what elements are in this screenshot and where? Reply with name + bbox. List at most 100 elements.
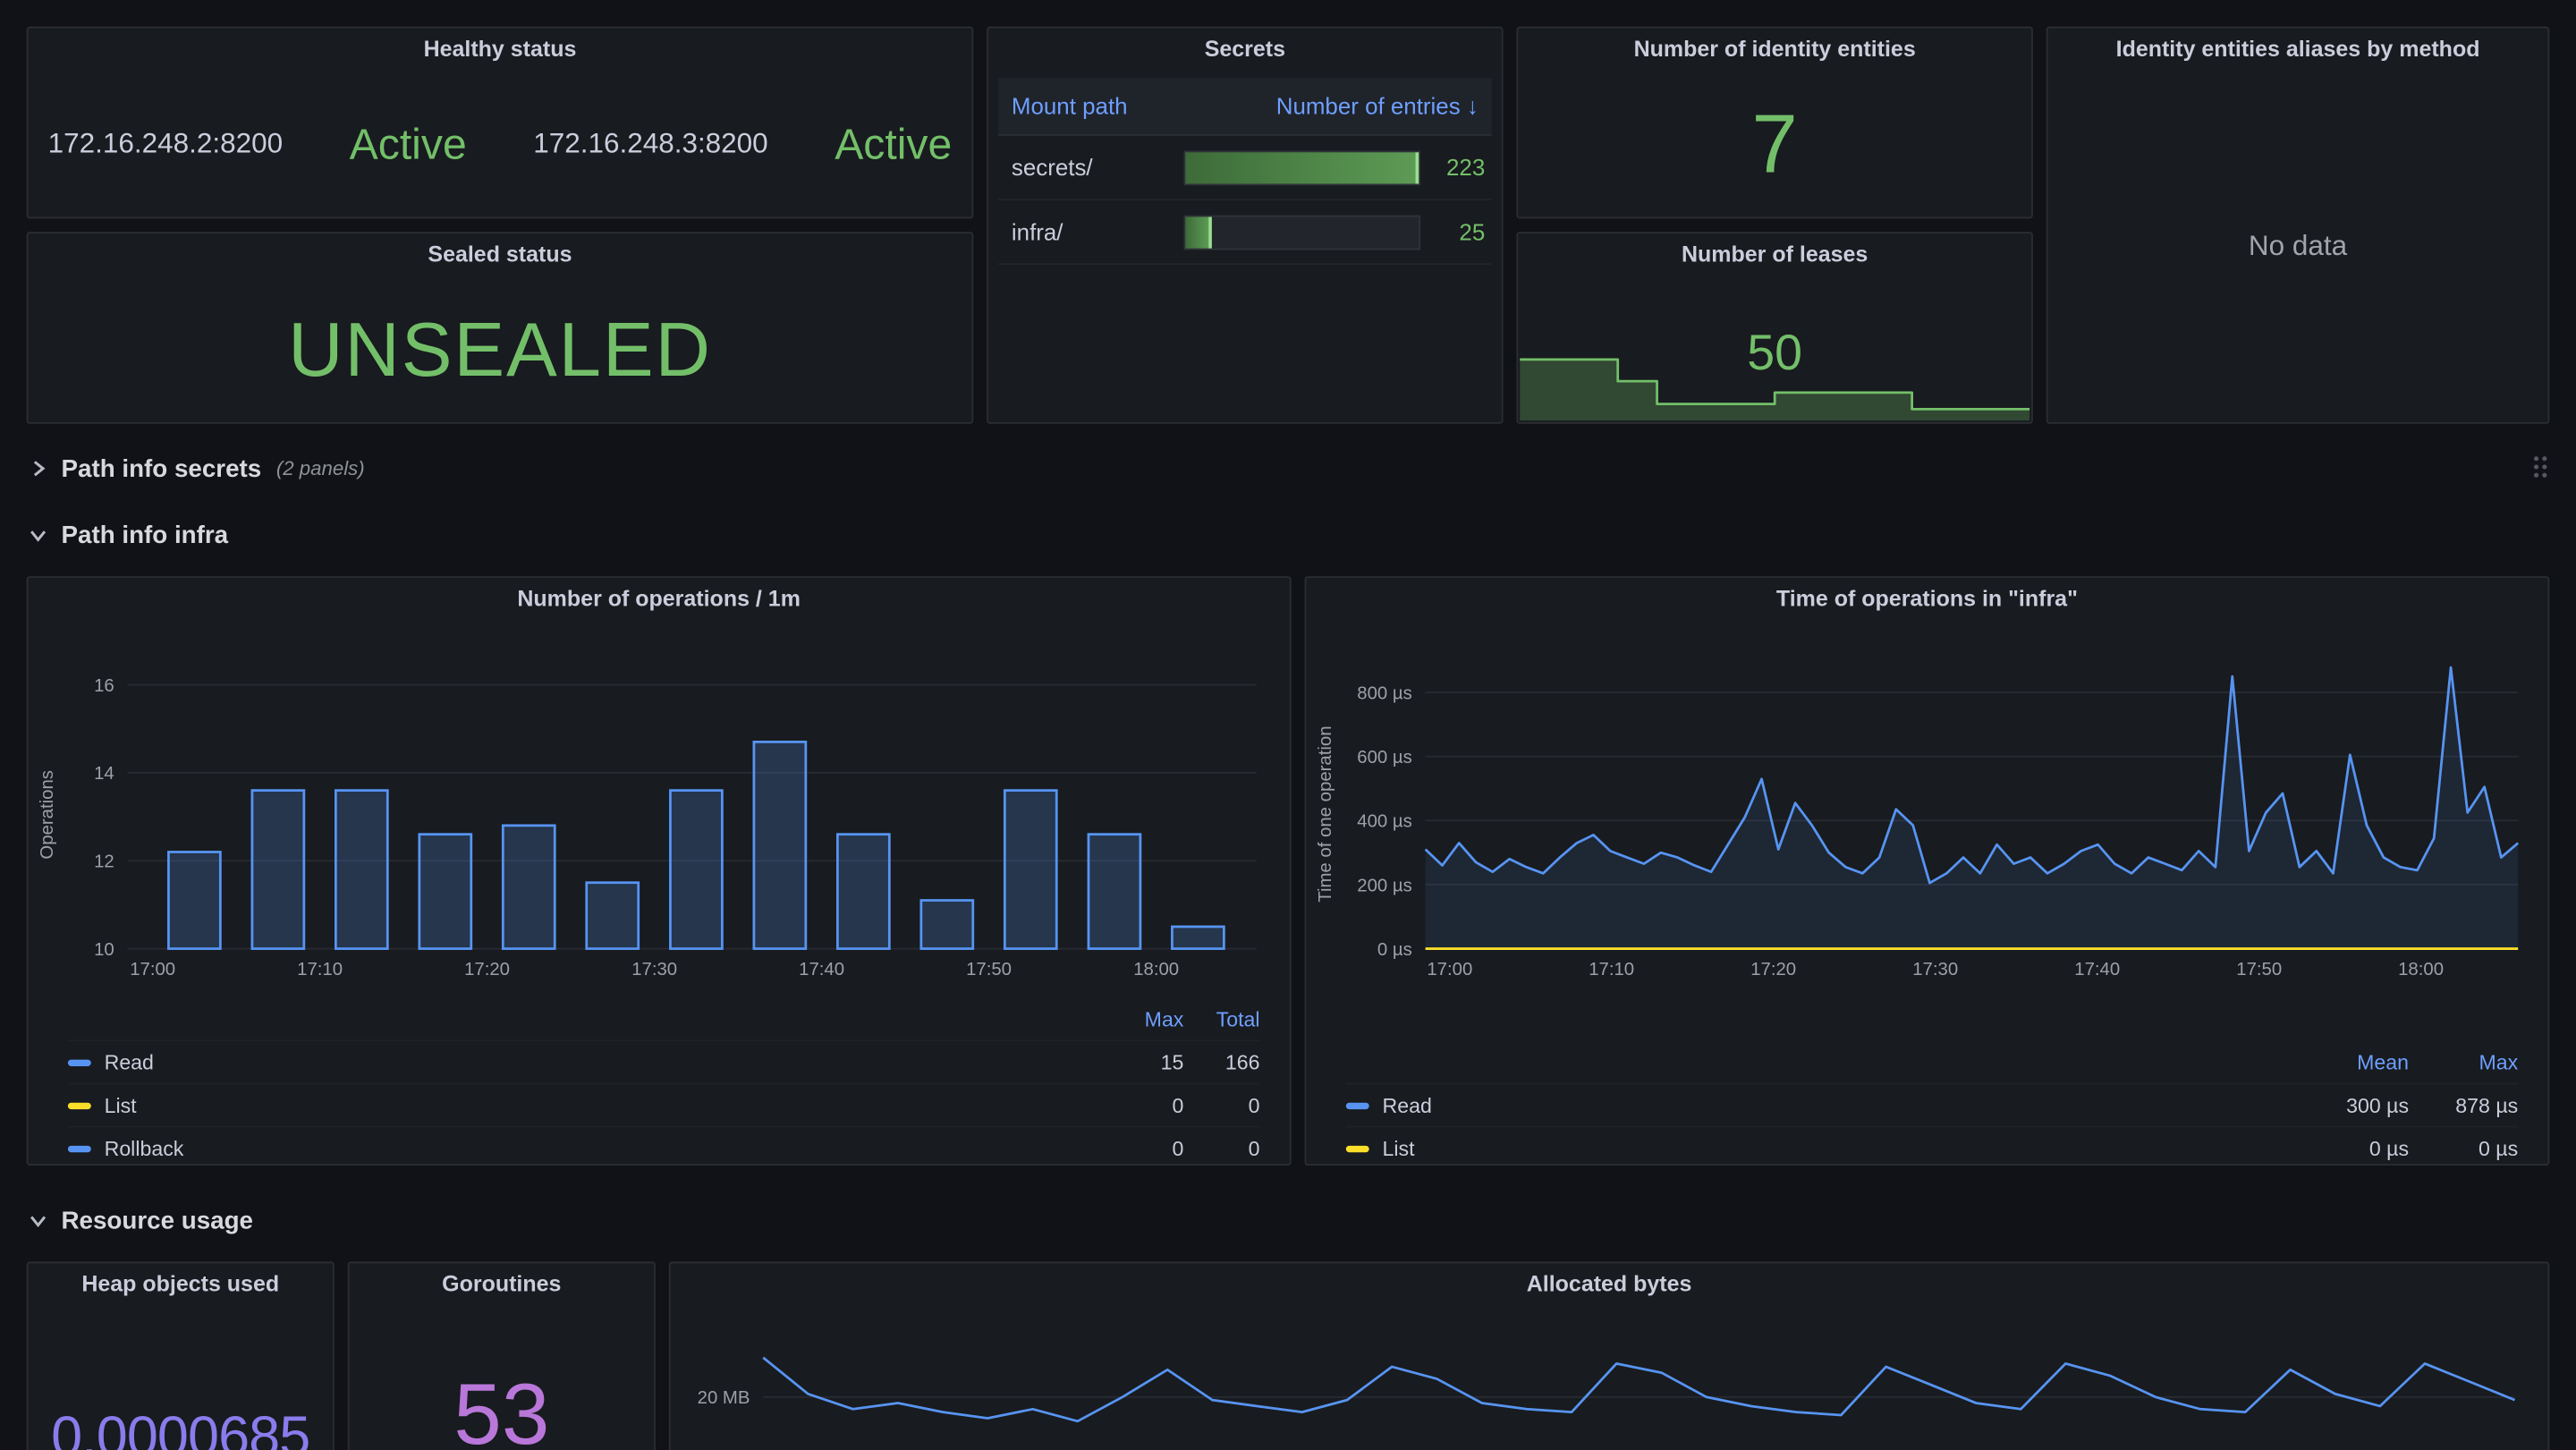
panel-secrets: Secrets Mount path Number of entries ↓ s… <box>987 26 1504 424</box>
svg-text:12: 12 <box>94 852 114 872</box>
legend-stat-header[interactable]: Mean <box>2357 1050 2410 1074</box>
panel-time-of-operations: Time of operations in "infra" Time of on… <box>1304 576 2550 1169</box>
no-data-message: No data <box>2248 230 2348 262</box>
svg-text:600 µs: 600 µs <box>1357 748 1412 767</box>
time-of-operations-line-chart[interactable]: 0 µs 200 µs 400 µs 600 µs 800 µs 17:00 17:10 17… <box>1333 638 2538 992</box>
row-title[interactable]: Path info infra <box>61 521 229 549</box>
panel-title-allocated-bytes[interactable]: Allocated bytes <box>1526 1271 1692 1297</box>
table-row-infra: infra/ 25 <box>998 200 1492 266</box>
chevron-right-icon <box>27 457 50 480</box>
row-title[interactable]: Path info secrets <box>61 454 262 483</box>
row-path-info-secrets[interactable]: Path info secrets (2 panels) <box>27 447 2550 490</box>
legend-series-name[interactable]: List <box>67 1094 1107 1116</box>
svg-text:17:50: 17:50 <box>966 960 1012 979</box>
node-address-1: 172.16.248.2:8200 <box>47 127 284 159</box>
legend-series-value: 0 µs <box>2368 1136 2410 1160</box>
panel-number-of-operations: Number of operations / 1m Operations 10 1… <box>26 576 1292 1169</box>
legend-series-row[interactable]: Rollback 0 0 <box>67 1125 1260 1169</box>
series-color-swatch-icon <box>1345 1144 1369 1152</box>
legend-series-value: 0 <box>1172 1093 1184 1117</box>
legend-series-row[interactable]: List 0 0 <box>67 1082 1260 1125</box>
column-header-mount-path[interactable]: Mount path <box>1011 92 1128 120</box>
legend-series-value: 878 µs <box>2455 1093 2519 1117</box>
heap-objects-value: 0.0000685 <box>51 1405 310 1450</box>
entries-value: 223 <box>1446 154 1486 181</box>
svg-text:18:00: 18:00 <box>2398 960 2444 979</box>
sealed-status-wrap: UNSEALED <box>28 276 971 422</box>
panel-title-identity-aliases[interactable]: Identity entities aliases by method <box>2115 36 2480 62</box>
legend-stat-header[interactable]: Max <box>2479 1050 2519 1074</box>
panel-identity-entities: Number of identity entities 7 <box>1516 26 2033 219</box>
legend-series-row[interactable]: List 0 µs 0 µs <box>1345 1125 2519 1169</box>
node-address-2: 172.16.248.3:8200 <box>533 127 768 159</box>
legend-series-value: 0 µs <box>2478 1136 2519 1160</box>
panel-allocated-bytes: Allocated bytes 20 MB <box>668 1261 2550 1450</box>
time-of-operations-legend: Mean Max Read 300 µs 878 µs List 0 µs 0 µs <box>1345 1041 2519 1169</box>
series-color-swatch-icon <box>67 1058 91 1066</box>
panel-goroutines: Goroutines 53 <box>347 1261 656 1450</box>
panel-title-sealed-status[interactable]: Sealed status <box>428 242 572 267</box>
svg-text:17:30: 17:30 <box>631 960 677 979</box>
svg-text:16: 16 <box>94 676 114 696</box>
secrets-table: Mount path Number of entries ↓ secrets/ … <box>998 77 1492 266</box>
legend-series-row[interactable]: Read 300 µs 878 µs <box>1345 1082 2519 1125</box>
row-resource-usage[interactable]: Resource usage <box>27 1199 2550 1242</box>
panel-title-number-of-operations[interactable]: Number of operations / 1m <box>517 586 801 611</box>
operations-bar-chart[interactable]: 10 12 14 16 17:00 17:10 17:20 17:30 17:40 17:50 18… <box>55 638 1280 992</box>
entries-cell: 25 <box>1183 214 1491 250</box>
svg-text:14: 14 <box>94 764 114 784</box>
leases-value: 50 <box>1747 326 1803 381</box>
svg-text:17:30: 17:30 <box>1912 960 1958 979</box>
healthy-status-values: 172.16.248.2:8200 Active 172.16.248.3:82… <box>28 72 971 217</box>
node-status-2: Active <box>835 118 953 168</box>
operations-legend: Max Total Read 15 166 List 0 0 Rollback 0 0 <box>67 998 1260 1169</box>
row-path-info-infra[interactable]: Path info infra <box>27 513 2550 556</box>
column-header-number-of-entries[interactable]: Number of entries ↓ <box>1275 92 1479 120</box>
svg-text:17:00: 17:00 <box>1427 960 1472 979</box>
legend-series-value: 0 <box>1248 1093 1260 1117</box>
panel-title-heap-objects[interactable]: Heap objects used <box>81 1271 280 1297</box>
secrets-table-header: Mount path Number of entries ↓ <box>998 77 1492 136</box>
legend-series-value: 15 <box>1160 1050 1184 1074</box>
panel-title-secrets[interactable]: Secrets <box>1204 36 1286 62</box>
panel-heap-objects-used: Heap objects used 0.0000685 <box>26 1261 335 1450</box>
chevron-down-icon <box>27 1208 50 1232</box>
legend-stat-header[interactable]: Total <box>1216 1007 1260 1031</box>
legend-series-value: 166 <box>1224 1050 1260 1074</box>
row-drag-handle-icon[interactable] <box>2529 454 2549 488</box>
row-panel-count: (2 panels) <box>275 456 365 480</box>
panel-healthy-status: Healthy status 172.16.248.2:8200 Active … <box>26 26 974 219</box>
panel-title-identity-entities[interactable]: Number of identity entities <box>1633 36 1916 62</box>
legend-series-value: 0 <box>1172 1136 1184 1160</box>
legend-series-name[interactable]: Read <box>1345 1094 2300 1116</box>
legend-series-name[interactable]: List <box>1345 1137 2300 1160</box>
legend-header-row: Max Total <box>68 998 1260 1039</box>
allocated-bytes-line-chart[interactable]: 20 MB <box>683 1329 2538 1450</box>
series-color-swatch-icon <box>67 1144 91 1152</box>
svg-text:17:00: 17:00 <box>130 960 175 979</box>
svg-text:400 µs: 400 µs <box>1357 812 1412 832</box>
chevron-down-icon <box>27 523 50 547</box>
identity-entities-value: 7 <box>1751 98 1798 191</box>
series-color-swatch-icon <box>1345 1101 1369 1109</box>
svg-text:10: 10 <box>94 940 114 960</box>
row-title[interactable]: Resource usage <box>61 1206 253 1234</box>
panel-title-goroutines[interactable]: Goroutines <box>442 1271 562 1297</box>
legend-series-name[interactable]: Rollback <box>67 1137 1107 1160</box>
panel-title-number-of-leases[interactable]: Number of leases <box>1681 242 1868 267</box>
legend-series-name[interactable]: Read <box>67 1050 1107 1073</box>
leases-sparkline-chart[interactable] <box>1520 346 2030 422</box>
legend-stat-header[interactable]: Max <box>1144 1007 1184 1031</box>
node-status-1: Active <box>349 118 467 168</box>
svg-text:800 µs: 800 µs <box>1357 683 1412 703</box>
sealed-status-value: UNSEALED <box>288 306 712 393</box>
bar-gauge-fill <box>1185 216 1212 248</box>
panel-title-time-of-operations[interactable]: Time of operations in "infra" <box>1775 586 2078 611</box>
legend-series-row[interactable]: Read 15 166 <box>67 1039 1260 1082</box>
series-color-swatch-icon <box>67 1101 91 1109</box>
mount-path-value: secrets/ <box>1011 154 1093 181</box>
panel-title-healthy-status[interactable]: Healthy status <box>423 36 577 62</box>
legend-header-row: Mean Max <box>1346 1041 2518 1082</box>
bar-gauge-track <box>1183 149 1421 185</box>
